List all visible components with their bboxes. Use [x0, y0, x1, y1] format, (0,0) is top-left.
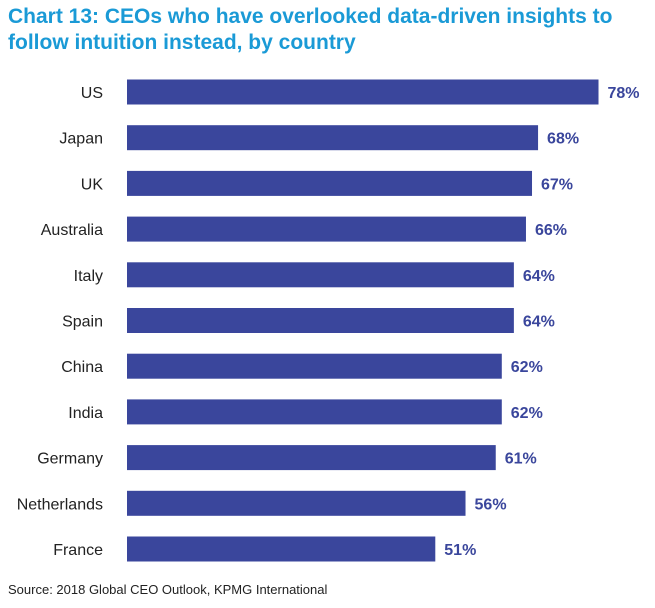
- value-label-spain: 64%: [523, 314, 555, 331]
- category-label-china: China: [61, 359, 103, 376]
- value-label-india: 62%: [511, 405, 543, 422]
- bar-italy: [127, 262, 514, 288]
- category-label-germany: Germany: [37, 451, 103, 468]
- category-label-australia: Australia: [41, 222, 103, 239]
- value-label-australia: 66%: [535, 222, 567, 239]
- category-label-france: France: [53, 542, 103, 559]
- category-label-spain: Spain: [62, 314, 103, 331]
- value-label-italy: 64%: [523, 268, 555, 285]
- value-label-china: 62%: [511, 359, 543, 376]
- bar-uk: [127, 170, 533, 196]
- bar-china: [127, 353, 502, 379]
- category-label-netherlands: Netherlands: [17, 496, 103, 513]
- bar-netherlands: [127, 490, 466, 516]
- category-label-uk: UK: [81, 176, 104, 193]
- bar-spain: [127, 308, 514, 333]
- value-label-japan: 68%: [547, 131, 579, 148]
- value-label-germany: 61%: [505, 451, 537, 468]
- bar-india: [127, 399, 502, 425]
- bar-australia: [127, 216, 526, 242]
- bar-germany: [127, 445, 496, 471]
- value-label-netherlands: 56%: [475, 496, 507, 513]
- bar-japan: [127, 125, 539, 151]
- value-label-uk: 67%: [541, 176, 573, 193]
- bar-france: [127, 536, 436, 562]
- category-label-india: India: [68, 405, 103, 422]
- category-label-japan: Japan: [59, 131, 103, 148]
- value-label-france: 51%: [444, 542, 476, 559]
- value-label-us: 78%: [608, 85, 640, 102]
- bar-us: [127, 79, 599, 105]
- chart-title: Chart 13: CEOs who have overlooked data-…: [8, 5, 613, 54]
- source-note: Source: 2018 Global CEO Outlook, KPMG In…: [8, 582, 328, 597]
- category-label-italy: Italy: [74, 268, 103, 285]
- category-label-us: US: [81, 85, 103, 102]
